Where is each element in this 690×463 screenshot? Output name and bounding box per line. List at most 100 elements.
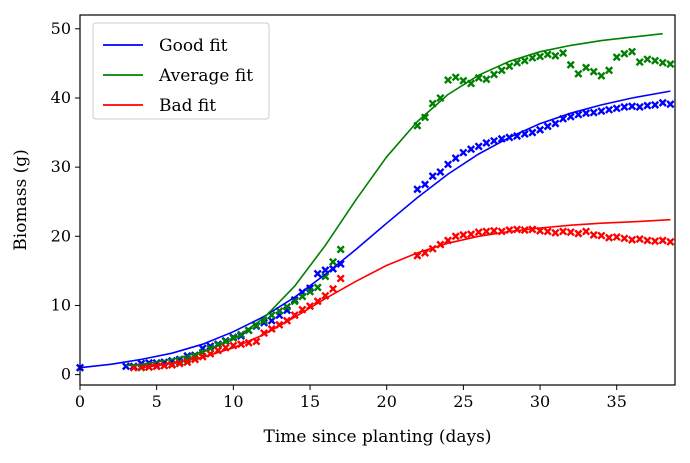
average-fit-point bbox=[482, 75, 491, 84]
average-fit-point bbox=[513, 58, 522, 67]
plot-marks bbox=[75, 32, 675, 372]
average-fit-point bbox=[651, 56, 660, 65]
good-fit-curve bbox=[79, 90, 671, 369]
y-tick-label: 40 bbox=[51, 88, 71, 107]
good-fit-point bbox=[651, 100, 660, 109]
bad-fit-point bbox=[658, 236, 667, 245]
bad-fit-point bbox=[566, 228, 575, 237]
average-fit-point bbox=[559, 48, 568, 58]
good-fit-point bbox=[466, 145, 476, 154]
bad-fit-point bbox=[551, 228, 560, 237]
y-tick-label: 50 bbox=[51, 19, 71, 38]
good-fit-point bbox=[428, 172, 437, 181]
bad-fit-point bbox=[643, 236, 652, 245]
good-fit-point bbox=[551, 119, 560, 128]
bad-fit-point bbox=[313, 297, 322, 306]
average-fit-point bbox=[489, 70, 499, 79]
y-tick-label: 30 bbox=[51, 157, 71, 176]
bad-fit-point bbox=[328, 284, 338, 293]
bad-fit-point bbox=[474, 228, 483, 237]
bad-fit-point bbox=[451, 232, 460, 241]
bad-fit-point bbox=[589, 230, 598, 239]
x-tick-label: 20 bbox=[377, 392, 397, 411]
good-fit-point bbox=[482, 138, 491, 147]
average-fit-point bbox=[628, 47, 637, 56]
bad-fit-curve bbox=[141, 218, 671, 369]
average-fit-point bbox=[635, 57, 644, 67]
good-fit-point bbox=[513, 131, 522, 141]
legend-bad-fit-label: Bad fit bbox=[159, 96, 216, 116]
good-fit-point bbox=[436, 167, 445, 177]
average-fit-curve bbox=[125, 32, 663, 367]
average-fit-point bbox=[505, 62, 514, 71]
bad-fit-point bbox=[628, 235, 637, 244]
axis-ticks: 0 5 10 15 20 25 30 35 0 10 20 30 40 50 bbox=[51, 19, 627, 411]
good-fit-point bbox=[474, 142, 483, 151]
good-fit-point bbox=[582, 109, 591, 118]
y-axis-label: Biomass (g) bbox=[11, 149, 31, 250]
x-tick-label: 35 bbox=[607, 392, 627, 411]
average-fit-point bbox=[305, 287, 315, 296]
x-tick-label: 15 bbox=[300, 392, 320, 411]
good-fit-point bbox=[658, 98, 667, 107]
bad-fit-point bbox=[160, 361, 169, 370]
average-fit-point bbox=[643, 55, 652, 64]
average-fit-point bbox=[597, 71, 606, 80]
bad-fit-point bbox=[336, 274, 345, 283]
good-fit-point bbox=[597, 107, 606, 116]
good-fit-point bbox=[589, 108, 598, 117]
bad-fit-point bbox=[651, 237, 660, 246]
bad-fit-point bbox=[459, 230, 468, 239]
good-fit-point bbox=[121, 362, 131, 371]
good-fit-point bbox=[620, 102, 629, 112]
average-fit-point bbox=[420, 113, 430, 122]
plot-frame bbox=[79, 14, 676, 386]
average-fit-point bbox=[252, 321, 261, 330]
good-fit-point bbox=[443, 160, 453, 169]
average-fit-point bbox=[451, 73, 460, 82]
good-fit-point bbox=[259, 318, 269, 327]
bad-fit-point bbox=[482, 227, 491, 236]
average-fit-point bbox=[658, 58, 667, 67]
bad-fit-point bbox=[290, 311, 299, 320]
x-tick-label: 25 bbox=[453, 392, 473, 411]
bad-fit-point bbox=[559, 227, 568, 236]
good-fit-point bbox=[420, 180, 430, 189]
average-fit-point bbox=[620, 49, 629, 58]
bad-fit-point bbox=[543, 227, 552, 236]
average-fit-point bbox=[497, 66, 506, 75]
x-tick-label: 5 bbox=[152, 392, 162, 411]
good-fit-point bbox=[612, 104, 621, 113]
good-fit-point bbox=[543, 122, 552, 131]
average-fit-point bbox=[298, 292, 307, 301]
bad-fit-point bbox=[605, 233, 614, 242]
good-fit-point bbox=[413, 185, 422, 194]
good-fit-point bbox=[643, 101, 652, 110]
bad-fit-point bbox=[635, 235, 644, 244]
good-fit-point bbox=[451, 154, 460, 163]
good-fit-point bbox=[628, 102, 637, 111]
average-fit-point bbox=[582, 63, 591, 72]
average-fit-point bbox=[566, 60, 575, 69]
x-tick-label: 10 bbox=[223, 392, 243, 411]
bad-fit-point bbox=[574, 229, 583, 238]
x-tick-label: 0 bbox=[75, 392, 85, 411]
good-fit-point bbox=[313, 269, 322, 278]
bad-fit-point bbox=[612, 232, 621, 242]
good-fit-point bbox=[605, 105, 614, 114]
bad-fit-point bbox=[666, 237, 675, 246]
good-fit-point bbox=[528, 128, 537, 137]
bad-fit-point bbox=[582, 227, 591, 236]
legend: Good fit Average fit Bad fit bbox=[92, 22, 270, 120]
average-fit-point bbox=[612, 53, 621, 62]
average-fit-point bbox=[282, 302, 292, 311]
y-tick-label: 10 bbox=[51, 295, 71, 314]
x-tick-label: 30 bbox=[530, 392, 550, 411]
good-fit-point bbox=[536, 125, 545, 134]
average-fit-point bbox=[520, 56, 529, 65]
average-fit-point bbox=[574, 69, 583, 78]
average-fit-point bbox=[543, 50, 552, 59]
x-axis-label: Time since planting (days) bbox=[264, 427, 492, 447]
legend-good-fit-label: Good fit bbox=[159, 36, 228, 56]
average-fit-point bbox=[321, 272, 330, 281]
